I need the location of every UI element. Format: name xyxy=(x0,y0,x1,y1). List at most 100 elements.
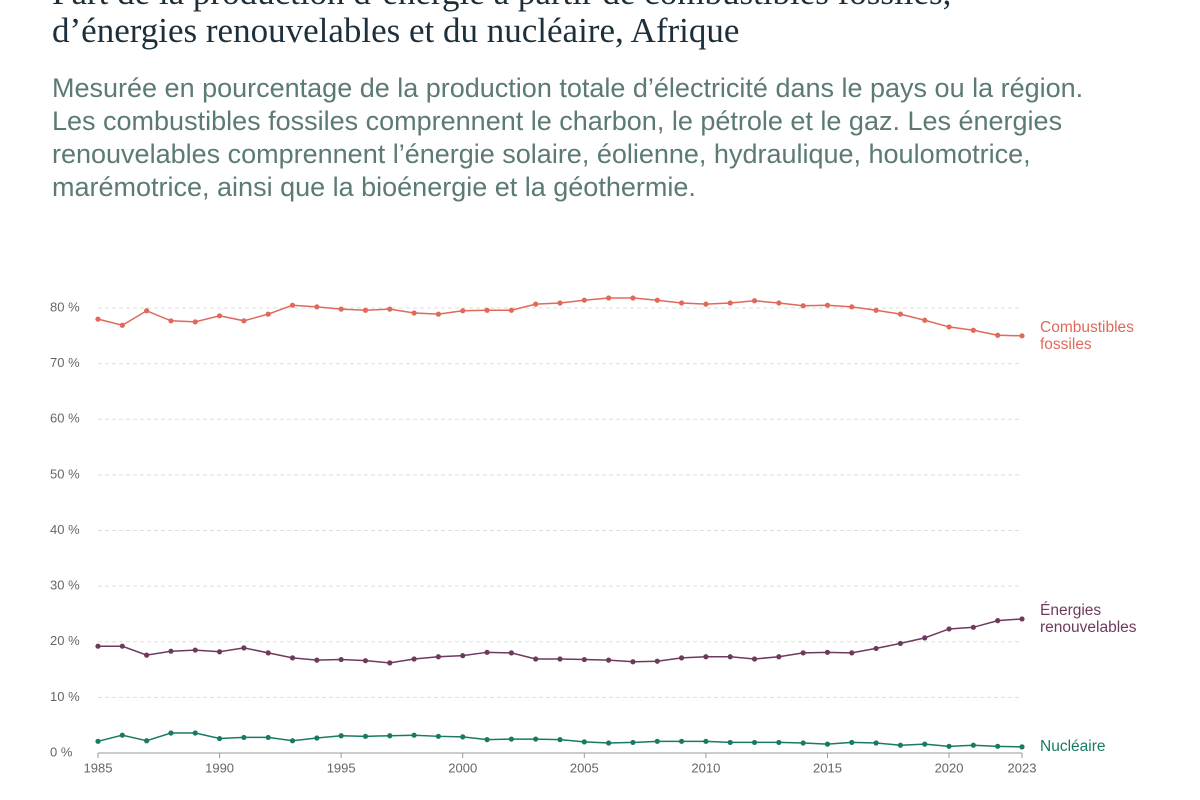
data-point xyxy=(995,743,1001,749)
data-point xyxy=(703,738,709,744)
data-point xyxy=(168,318,174,324)
data-point xyxy=(606,740,612,746)
chart-title: Part de la production d’énergie à partir… xyxy=(52,0,951,50)
data-point xyxy=(727,739,733,746)
series-line xyxy=(98,618,1023,664)
data-point xyxy=(362,307,369,313)
x-tick-label: 1985 xyxy=(84,760,113,775)
y-tick-label: 70 % xyxy=(50,355,80,370)
data-point xyxy=(970,624,976,630)
data-point xyxy=(192,319,198,325)
series-label: Énergies renouvelables xyxy=(1040,601,1137,636)
x-tick-label: 1990 xyxy=(205,760,234,775)
x-tick-label: 2005 xyxy=(570,760,599,775)
data-point xyxy=(630,659,636,665)
data-point xyxy=(338,656,344,663)
data-point xyxy=(289,655,296,661)
data-point xyxy=(995,618,1001,624)
data-point xyxy=(654,297,660,303)
data-point xyxy=(95,738,101,744)
data-point xyxy=(606,657,612,663)
data-point xyxy=(824,302,831,308)
data-point xyxy=(144,308,150,314)
y-tick-label: 20 % xyxy=(50,633,80,648)
data-point xyxy=(168,730,174,736)
data-point xyxy=(678,738,685,744)
data-point xyxy=(533,301,539,307)
data-point xyxy=(946,324,952,330)
data-point xyxy=(460,734,466,740)
data-point xyxy=(581,656,587,663)
data-point xyxy=(216,735,223,742)
data-point xyxy=(824,741,831,747)
data-point xyxy=(387,660,393,666)
data-point xyxy=(1019,333,1025,339)
data-point xyxy=(192,730,198,736)
data-point xyxy=(776,739,782,746)
y-tick-label: 50 % xyxy=(50,466,80,481)
data-point xyxy=(241,734,247,741)
data-point xyxy=(873,645,879,652)
data-point xyxy=(144,652,150,658)
data-point xyxy=(362,658,369,664)
data-point xyxy=(873,307,879,313)
data-point xyxy=(873,740,879,746)
data-point xyxy=(411,310,417,316)
data-point xyxy=(484,307,490,313)
data-point xyxy=(362,733,369,739)
data-point xyxy=(314,304,320,310)
series-label: Nucléaire xyxy=(1040,738,1106,756)
data-point xyxy=(824,649,831,655)
data-point xyxy=(289,302,296,308)
data-point xyxy=(338,733,344,739)
data-point xyxy=(508,307,514,313)
data-point xyxy=(241,318,247,324)
data-point xyxy=(678,655,685,661)
data-point xyxy=(606,295,612,301)
data-point xyxy=(849,304,855,310)
data-point xyxy=(630,295,636,301)
y-tick-label: 40 % xyxy=(50,522,80,537)
data-point xyxy=(411,732,417,738)
x-tick-label: 1995 xyxy=(327,760,356,775)
data-point xyxy=(533,656,539,662)
data-point xyxy=(314,735,320,741)
chart-subtitle: Mesurée en pourcentage de la production … xyxy=(52,73,1084,202)
data-point xyxy=(265,311,271,317)
data-point xyxy=(703,301,709,307)
data-point xyxy=(897,311,904,317)
x-tick-label: 2010 xyxy=(691,760,720,775)
data-point xyxy=(970,327,976,333)
data-point xyxy=(216,313,223,319)
data-point xyxy=(946,626,952,632)
data-point xyxy=(119,732,125,738)
data-point xyxy=(581,297,587,303)
data-point xyxy=(995,332,1001,338)
data-point xyxy=(897,640,904,647)
data-point xyxy=(922,741,928,747)
data-point xyxy=(727,300,733,306)
data-point xyxy=(265,650,271,656)
data-point xyxy=(800,740,806,746)
data-point xyxy=(435,733,442,739)
x-tick-label: 2023 xyxy=(1008,760,1037,775)
y-tick-label: 80 % xyxy=(50,299,80,314)
data-point xyxy=(654,738,660,744)
data-point xyxy=(678,300,685,306)
data-point xyxy=(387,306,393,312)
data-point xyxy=(435,311,442,317)
data-point xyxy=(460,653,466,659)
x-tick-label: 2015 xyxy=(813,760,842,775)
data-point xyxy=(533,736,539,742)
data-point xyxy=(1019,616,1025,622)
data-point xyxy=(727,654,733,660)
series-label: Combustibles fossiles xyxy=(1040,318,1134,353)
data-point xyxy=(751,656,758,662)
data-point xyxy=(751,298,758,304)
data-point xyxy=(435,654,442,660)
data-point xyxy=(192,647,198,653)
y-tick-label: 10 % xyxy=(50,689,80,704)
data-point xyxy=(970,742,976,748)
data-point xyxy=(119,643,125,649)
